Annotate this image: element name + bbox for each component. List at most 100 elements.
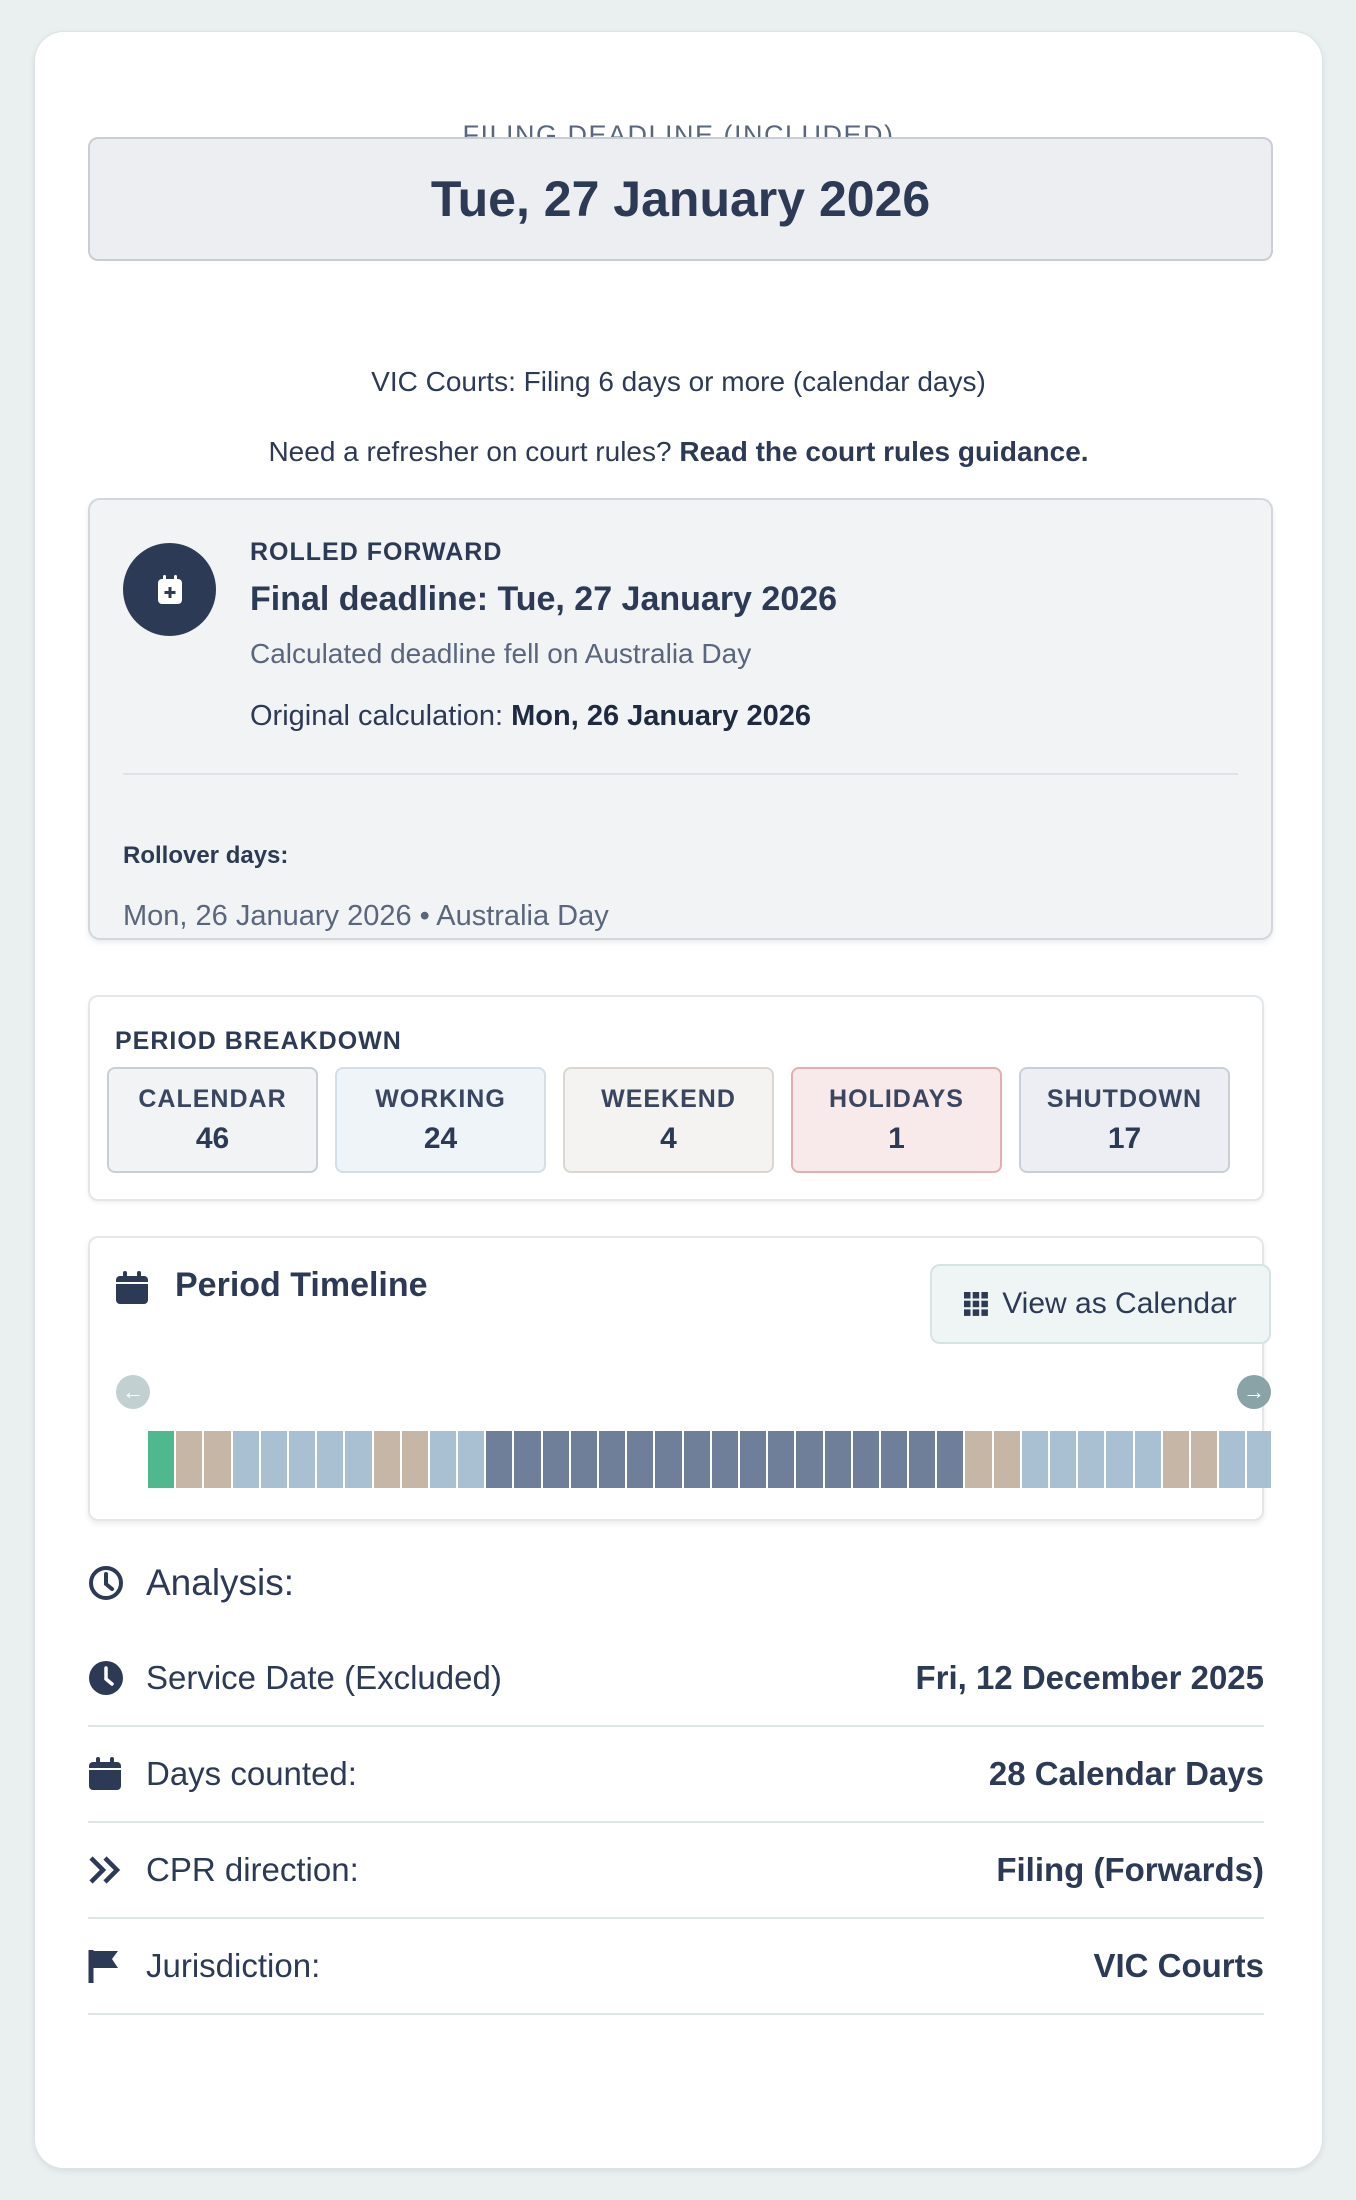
refresher-text: Need a refresher on court rules? Read th…: [35, 436, 1322, 468]
stat-shutdown: SHUTDOWN 17: [1019, 1067, 1230, 1173]
timeline-day-weekend[interactable]: [176, 1431, 203, 1488]
timeline-day-shutdown[interactable]: [514, 1431, 541, 1488]
timeline-day-weekend[interactable]: [1190, 1431, 1218, 1488]
stat-label: WEEKEND: [601, 1085, 736, 1113]
timeline-day-shutdown[interactable]: [542, 1431, 569, 1488]
stat-value: 46: [195, 1122, 230, 1155]
double-chevron-right-icon: [88, 1855, 146, 1885]
timeline-title: Period Timeline: [175, 1266, 428, 1304]
stat-value: 1: [888, 1122, 905, 1155]
rolled-forward-badge: ROLLED FORWARD: [250, 538, 503, 566]
timeline-day-working[interactable]: [1247, 1431, 1271, 1488]
row-value: VIC Courts: [1093, 1947, 1264, 1984]
stat-label: SHUTDOWN: [1046, 1085, 1203, 1113]
stat-working: WORKING 24: [335, 1067, 546, 1173]
timeline-day-working[interactable]: [1078, 1431, 1105, 1488]
timeline-day-weekend[interactable]: [965, 1431, 992, 1488]
timeline-strip[interactable]: [148, 1431, 1271, 1488]
timeline-day-shutdown[interactable]: [739, 1431, 767, 1488]
timeline-day-working[interactable]: [1106, 1431, 1133, 1488]
timeline-day-working[interactable]: [1134, 1431, 1161, 1488]
stat-value: 17: [1107, 1122, 1142, 1155]
timeline-day-shutdown[interactable]: [711, 1431, 738, 1488]
timeline-day-working[interactable]: [317, 1431, 344, 1488]
timeline-day-working[interactable]: [1219, 1431, 1246, 1488]
view-as-calendar-label: View as Calendar: [1002, 1287, 1237, 1320]
arrow-left-icon[interactable]: ←: [116, 1375, 150, 1409]
timeline-day-working[interactable]: [429, 1431, 457, 1488]
timeline-day-start[interactable]: [148, 1431, 175, 1488]
timeline-day-shutdown[interactable]: [880, 1431, 908, 1488]
divider: [123, 773, 1238, 775]
timeline-day-shutdown[interactable]: [570, 1431, 597, 1488]
timeline-day-shutdown[interactable]: [599, 1431, 626, 1488]
analysis-row-cpr-direction: CPR direction: Filing (Forwards): [88, 1823, 1264, 1919]
clock-outline-icon: [89, 1566, 123, 1600]
timeline-day-working[interactable]: [288, 1431, 316, 1488]
grid-icon: [964, 1292, 989, 1316]
timeline-day-shutdown[interactable]: [486, 1431, 513, 1488]
rolled-forward-panel: ROLLED FORWARD Final deadline: Tue, 27 J…: [88, 498, 1273, 940]
row-value: 28 Calendar Days: [988, 1755, 1264, 1792]
timeline-day-weekend[interactable]: [993, 1431, 1020, 1488]
analysis-heading: Analysis:: [88, 1562, 294, 1604]
stat-holidays: HOLIDAYS 1: [791, 1067, 1002, 1173]
analysis-row-service-date: Service Date (Excluded) Fri, 12 December …: [88, 1631, 1264, 1727]
timeline-day-weekend[interactable]: [1162, 1431, 1189, 1488]
view-as-calendar-button[interactable]: View as Calendar: [930, 1264, 1271, 1344]
row-label: Days counted:: [146, 1755, 357, 1792]
stat-value: 4: [660, 1122, 677, 1155]
period-breakdown: PERIOD BREAKDOWN CALENDAR 46 WORKING 24 WE…: [88, 995, 1264, 1201]
stat-label: HOLIDAYS: [829, 1085, 964, 1113]
deadline-date: Tue, 27 January 2026: [88, 137, 1273, 261]
timeline-day-weekend[interactable]: [401, 1431, 428, 1488]
flag-icon: [88, 1948, 146, 1984]
timeline-day-working[interactable]: [260, 1431, 287, 1488]
row-value: Filing (Forwards): [996, 1851, 1264, 1888]
row-label: CPR direction:: [146, 1851, 359, 1888]
timeline-day-working[interactable]: [232, 1431, 259, 1488]
rollover-days-label: Rollover days:: [123, 842, 289, 869]
timeline-day-shutdown[interactable]: [852, 1431, 879, 1488]
original-label: Original calculation:: [250, 700, 504, 732]
timeline-day-shutdown[interactable]: [768, 1431, 795, 1488]
calendar-icon: [115, 1271, 149, 1310]
clock-icon: [88, 1660, 146, 1696]
timeline-day-shutdown[interactable]: [796, 1431, 823, 1488]
rollover-reason: Calculated deadline fell on Australia Da…: [250, 638, 752, 669]
final-deadline: Final deadline: Tue, 27 January 2026: [250, 580, 838, 618]
calendar-plus-icon: [123, 543, 216, 636]
row-label: Jurisdiction:: [146, 1947, 321, 1984]
timeline-day-working[interactable]: [458, 1431, 485, 1488]
timeline-day-weekend[interactable]: [204, 1431, 231, 1488]
stat-label: WORKING: [375, 1085, 506, 1113]
arrow-right-icon[interactable]: →: [1237, 1375, 1271, 1409]
calendar-icon: [88, 1757, 146, 1791]
stat-weekend: WEEKEND 4: [563, 1067, 774, 1173]
stat-value: 24: [423, 1122, 458, 1155]
rule-description: VIC Courts: Filing 6 days or more (calen…: [371, 366, 986, 397]
timeline-day-shutdown[interactable]: [937, 1431, 964, 1488]
stat-label: CALENDAR: [138, 1085, 287, 1113]
row-label: Service Date (Excluded): [146, 1659, 502, 1696]
timeline-day-shutdown[interactable]: [627, 1431, 654, 1488]
timeline-day-shutdown[interactable]: [683, 1431, 710, 1488]
row-value: Fri, 12 December 2025: [915, 1659, 1264, 1696]
analysis-row-jurisdiction: Jurisdiction: VIC Courts: [88, 1919, 1264, 2015]
court-rules-link[interactable]: Read the court rules guidance.: [679, 436, 1089, 467]
rollover-days-value: Mon, 26 January 2026 • Australia Day: [123, 900, 609, 932]
stat-calendar: CALENDAR 46: [107, 1067, 318, 1173]
analysis-title: Analysis:: [146, 1562, 295, 1603]
timeline-day-working[interactable]: [1021, 1431, 1048, 1488]
timeline-day-working[interactable]: [1050, 1431, 1077, 1488]
timeline-day-shutdown[interactable]: [909, 1431, 936, 1488]
original-value: Mon, 26 January 2026: [511, 700, 811, 732]
analysis-row-days-counted: Days counted: 28 Calendar Days: [88, 1727, 1264, 1823]
timeline-day-shutdown[interactable]: [824, 1431, 851, 1488]
timeline-day-shutdown[interactable]: [655, 1431, 682, 1488]
timeline-day-working[interactable]: [345, 1431, 372, 1488]
timeline-day-weekend[interactable]: [373, 1431, 400, 1488]
period-timeline: Period Timeline View as Calendar ← →: [88, 1236, 1271, 1521]
deadline-card: FILING DEADLINE (INCLUDED) Tue, 27 Janua…: [34, 31, 1323, 2169]
refresher-question: Need a refresher on court rules?: [268, 436, 672, 467]
